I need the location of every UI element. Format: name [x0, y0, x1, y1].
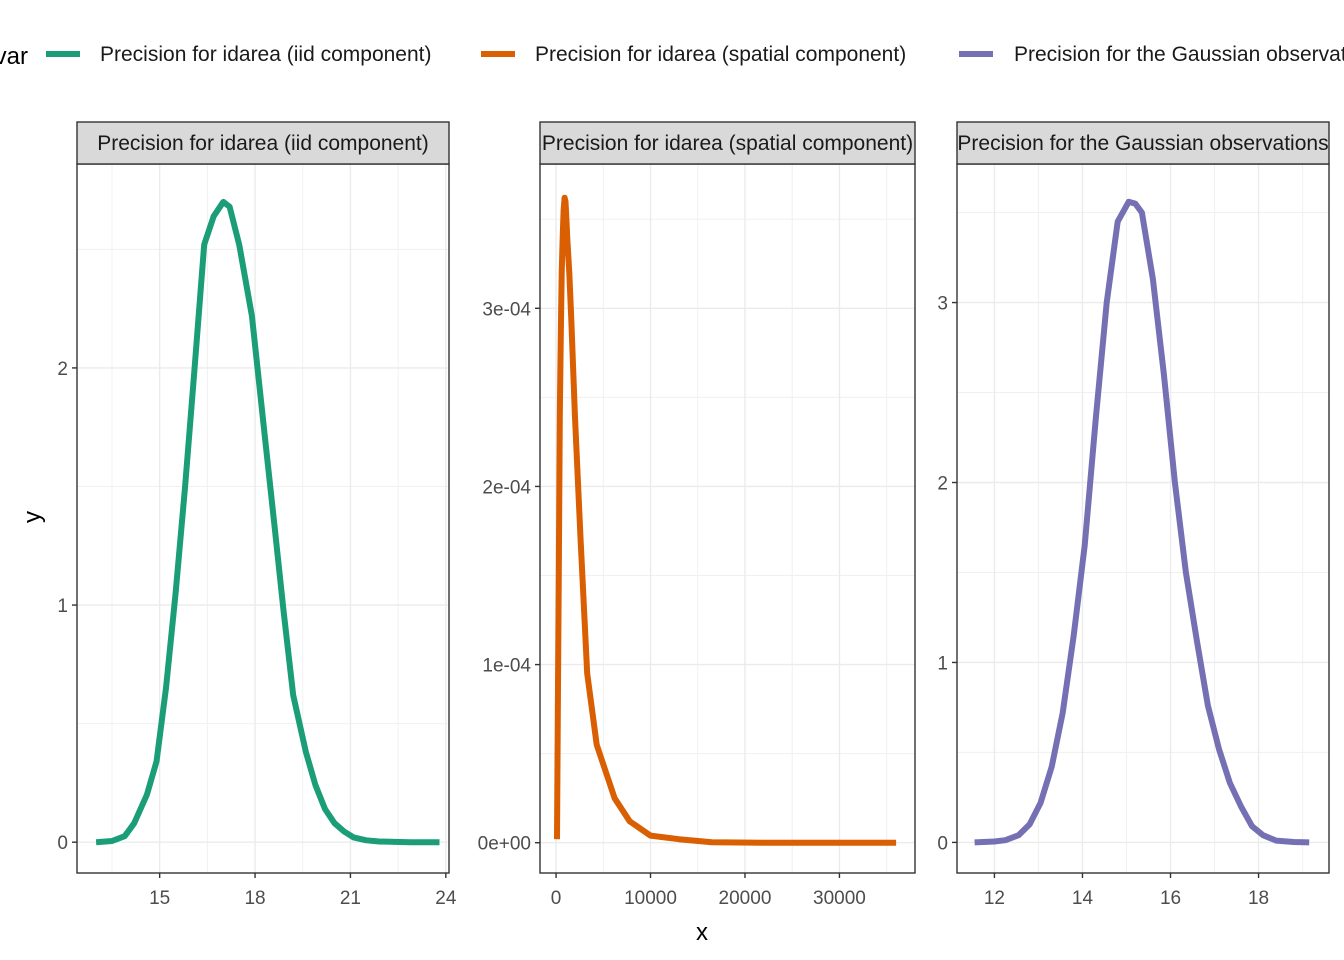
grid — [957, 164, 1329, 873]
y-axis-title: y — [19, 511, 46, 523]
legend-label-gaussian: Precision for the Gaussian observations — [1014, 43, 1344, 66]
y-tick-label: 3 — [937, 294, 948, 315]
strip-background — [956, 121, 1330, 165]
strip-label: Precision for idarea (iid component) — [97, 132, 429, 155]
y-tick-label: 2e-04 — [482, 477, 531, 498]
strip-background — [76, 121, 450, 165]
legend-title: var — [0, 43, 28, 70]
grid — [77, 164, 449, 873]
x-tick-label: 18 — [244, 888, 265, 909]
x-axis-title: x — [696, 919, 708, 946]
legend: var Precision for idarea (iid component)… — [0, 43, 1344, 70]
facet-panel: Precision for idarea (iid component) 15 18… — [57, 121, 457, 909]
grid — [540, 164, 915, 873]
x-tick-label: 24 — [435, 888, 457, 909]
strip-label: Precision for idarea (spatial component) — [542, 132, 913, 155]
y-tick-label: 1e-04 — [482, 656, 531, 677]
x-tick-label: 20000 — [719, 888, 772, 909]
x-tick-label: 15 — [149, 888, 170, 909]
strip-background — [539, 121, 916, 165]
x-tick-label: 12 — [984, 888, 1005, 909]
panel-background — [540, 164, 915, 873]
y-tick-label: 2 — [937, 474, 948, 495]
x-tick-label: 0 — [551, 888, 562, 909]
x-tick-label: 30000 — [813, 888, 866, 909]
y-tick-label: 0 — [57, 833, 68, 854]
x-tick-label: 18 — [1248, 888, 1269, 909]
y-tick-label: 2 — [57, 359, 68, 380]
x-tick-label: 21 — [340, 888, 361, 909]
y-tick-label: 0 — [937, 833, 948, 854]
series-line — [95, 198, 440, 846]
strip-label: Precision for the Gaussian observations — [957, 132, 1328, 155]
x-tick-label: 10000 — [624, 888, 677, 909]
y-tick-label: 1 — [937, 653, 948, 674]
panel-background — [957, 164, 1329, 873]
panel-background — [77, 164, 449, 873]
series-line — [974, 198, 1310, 846]
legend-label-iid: Precision for idarea (iid component) — [100, 43, 432, 66]
facet-panel: Precision for the Gaussian observations 1… — [937, 121, 1330, 909]
x-tick-label: 16 — [1160, 888, 1181, 909]
series-line — [554, 194, 897, 846]
facet-panels: Precision for idarea (iid component) 15 18… — [57, 121, 1330, 909]
y-tick-label: 3e-04 — [482, 299, 531, 320]
legend-label-spatial: Precision for idarea (spatial component) — [535, 43, 906, 66]
facet-panel: Precision for idarea (spatial component)… — [478, 121, 916, 909]
x-tick-label: 14 — [1072, 888, 1094, 909]
y-tick-label: 0e+00 — [478, 834, 531, 855]
y-tick-label: 1 — [57, 596, 68, 617]
